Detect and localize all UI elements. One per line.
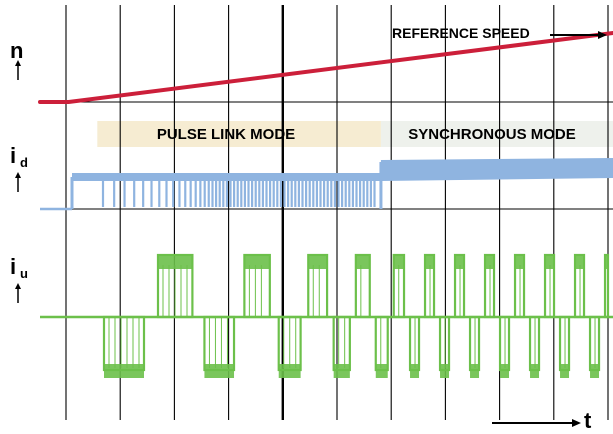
reference-speed-label: REFERENCE SPEED <box>392 25 530 41</box>
iu-pulse-cap <box>333 364 350 378</box>
synchronous-mode-label: SYNCHRONOUS MODE <box>408 126 576 143</box>
grid-lines <box>40 5 613 420</box>
channel-iu-label: i u <box>10 254 28 303</box>
svg-text:d: d <box>20 155 28 170</box>
iu-pulse-cap <box>500 364 510 378</box>
reference-speed-trace <box>38 31 613 104</box>
svg-text:u: u <box>20 266 28 281</box>
id-level-band <box>72 173 381 181</box>
channel-id-label: i d <box>10 143 28 192</box>
iu-pulse-cap <box>204 364 235 378</box>
iu-pulse-cap <box>355 255 370 269</box>
iu-pulse <box>374 315 389 372</box>
iu-pulse <box>203 315 236 372</box>
iu-pulse-cap <box>560 364 570 378</box>
time-axis-arrow: t <box>492 408 592 433</box>
channel-n-label: n <box>10 38 23 80</box>
iu-pulse-cap <box>440 364 450 378</box>
mode-band <box>97 121 381 147</box>
reference-speed-line <box>38 31 613 104</box>
iu-pulse-cap <box>605 255 608 269</box>
iu-pulse-cap <box>104 364 144 378</box>
mode-band <box>380 121 613 147</box>
svg-text:i: i <box>10 254 16 279</box>
reference-speed-arrow <box>550 31 607 39</box>
iu-pulse-cap <box>425 255 435 269</box>
iu-pulse-cap <box>158 255 193 269</box>
iu-pulse-cap <box>545 255 555 269</box>
iu-pulse-cap <box>393 255 405 269</box>
svg-text:n: n <box>10 38 23 63</box>
svg-text:i: i <box>10 143 16 168</box>
iu-pulse <box>332 315 351 372</box>
id-sync-band <box>380 158 613 181</box>
iu-pulse-cap <box>455 255 465 269</box>
iu-pulse-cap <box>575 255 585 269</box>
iu-pulse <box>102 315 146 372</box>
iu-pulse-cap <box>590 364 600 378</box>
time-axis-label: t <box>584 408 592 433</box>
iu-pulse-cap <box>470 364 480 378</box>
mode-bands <box>97 121 613 147</box>
iu-pulse-cap <box>410 364 420 378</box>
id-current-trace <box>40 158 613 211</box>
iu-current-trace <box>40 253 613 378</box>
iu-pulse-cap <box>485 255 495 269</box>
iu-pulse-cap <box>515 255 525 269</box>
iu-pulse-cap <box>308 255 328 269</box>
iu-pulse-cap <box>530 364 540 378</box>
iu-pulse-cap <box>244 255 270 269</box>
iu-pulse-cap <box>375 364 388 378</box>
pulse-link-mode-label: PULSE LINK MODE <box>157 126 295 143</box>
